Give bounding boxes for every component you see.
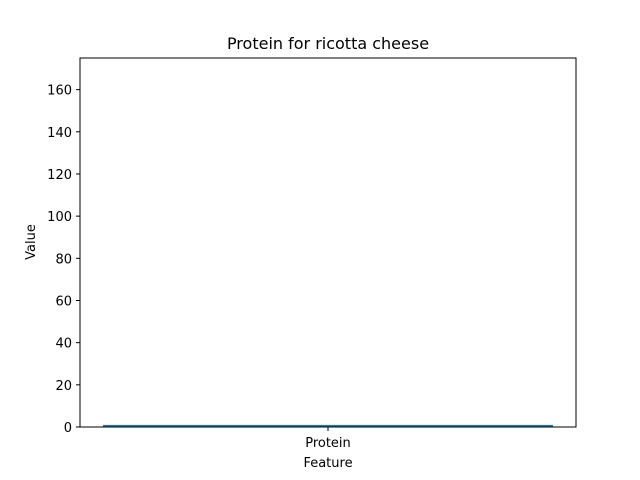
x-tick-label: Protein <box>305 436 351 451</box>
y-tick-label: 140 <box>47 126 72 141</box>
x-axis-label: Feature <box>303 456 352 471</box>
y-axis-ticks: 0 20 40 60 80 100 120 140 160 <box>47 84 80 436</box>
chart-title: Protein for ricotta cheese <box>227 34 429 53</box>
y-axis-label: Value <box>24 224 39 260</box>
plot-frame <box>79 57 577 428</box>
y-tick-label: 160 <box>47 84 72 99</box>
bars-group <box>103 424 553 427</box>
y-tick-label: 120 <box>47 168 72 183</box>
y-tick-label: 60 <box>55 294 72 309</box>
bar-protein <box>103 424 553 427</box>
y-tick-label: 100 <box>47 210 72 225</box>
y-tick-label: 40 <box>55 337 72 352</box>
y-tick-label: 80 <box>55 252 72 267</box>
y-tick-label: 20 <box>55 379 72 394</box>
y-tick-label: 0 <box>64 421 72 436</box>
x-axis-ticks: Protein <box>305 427 351 451</box>
